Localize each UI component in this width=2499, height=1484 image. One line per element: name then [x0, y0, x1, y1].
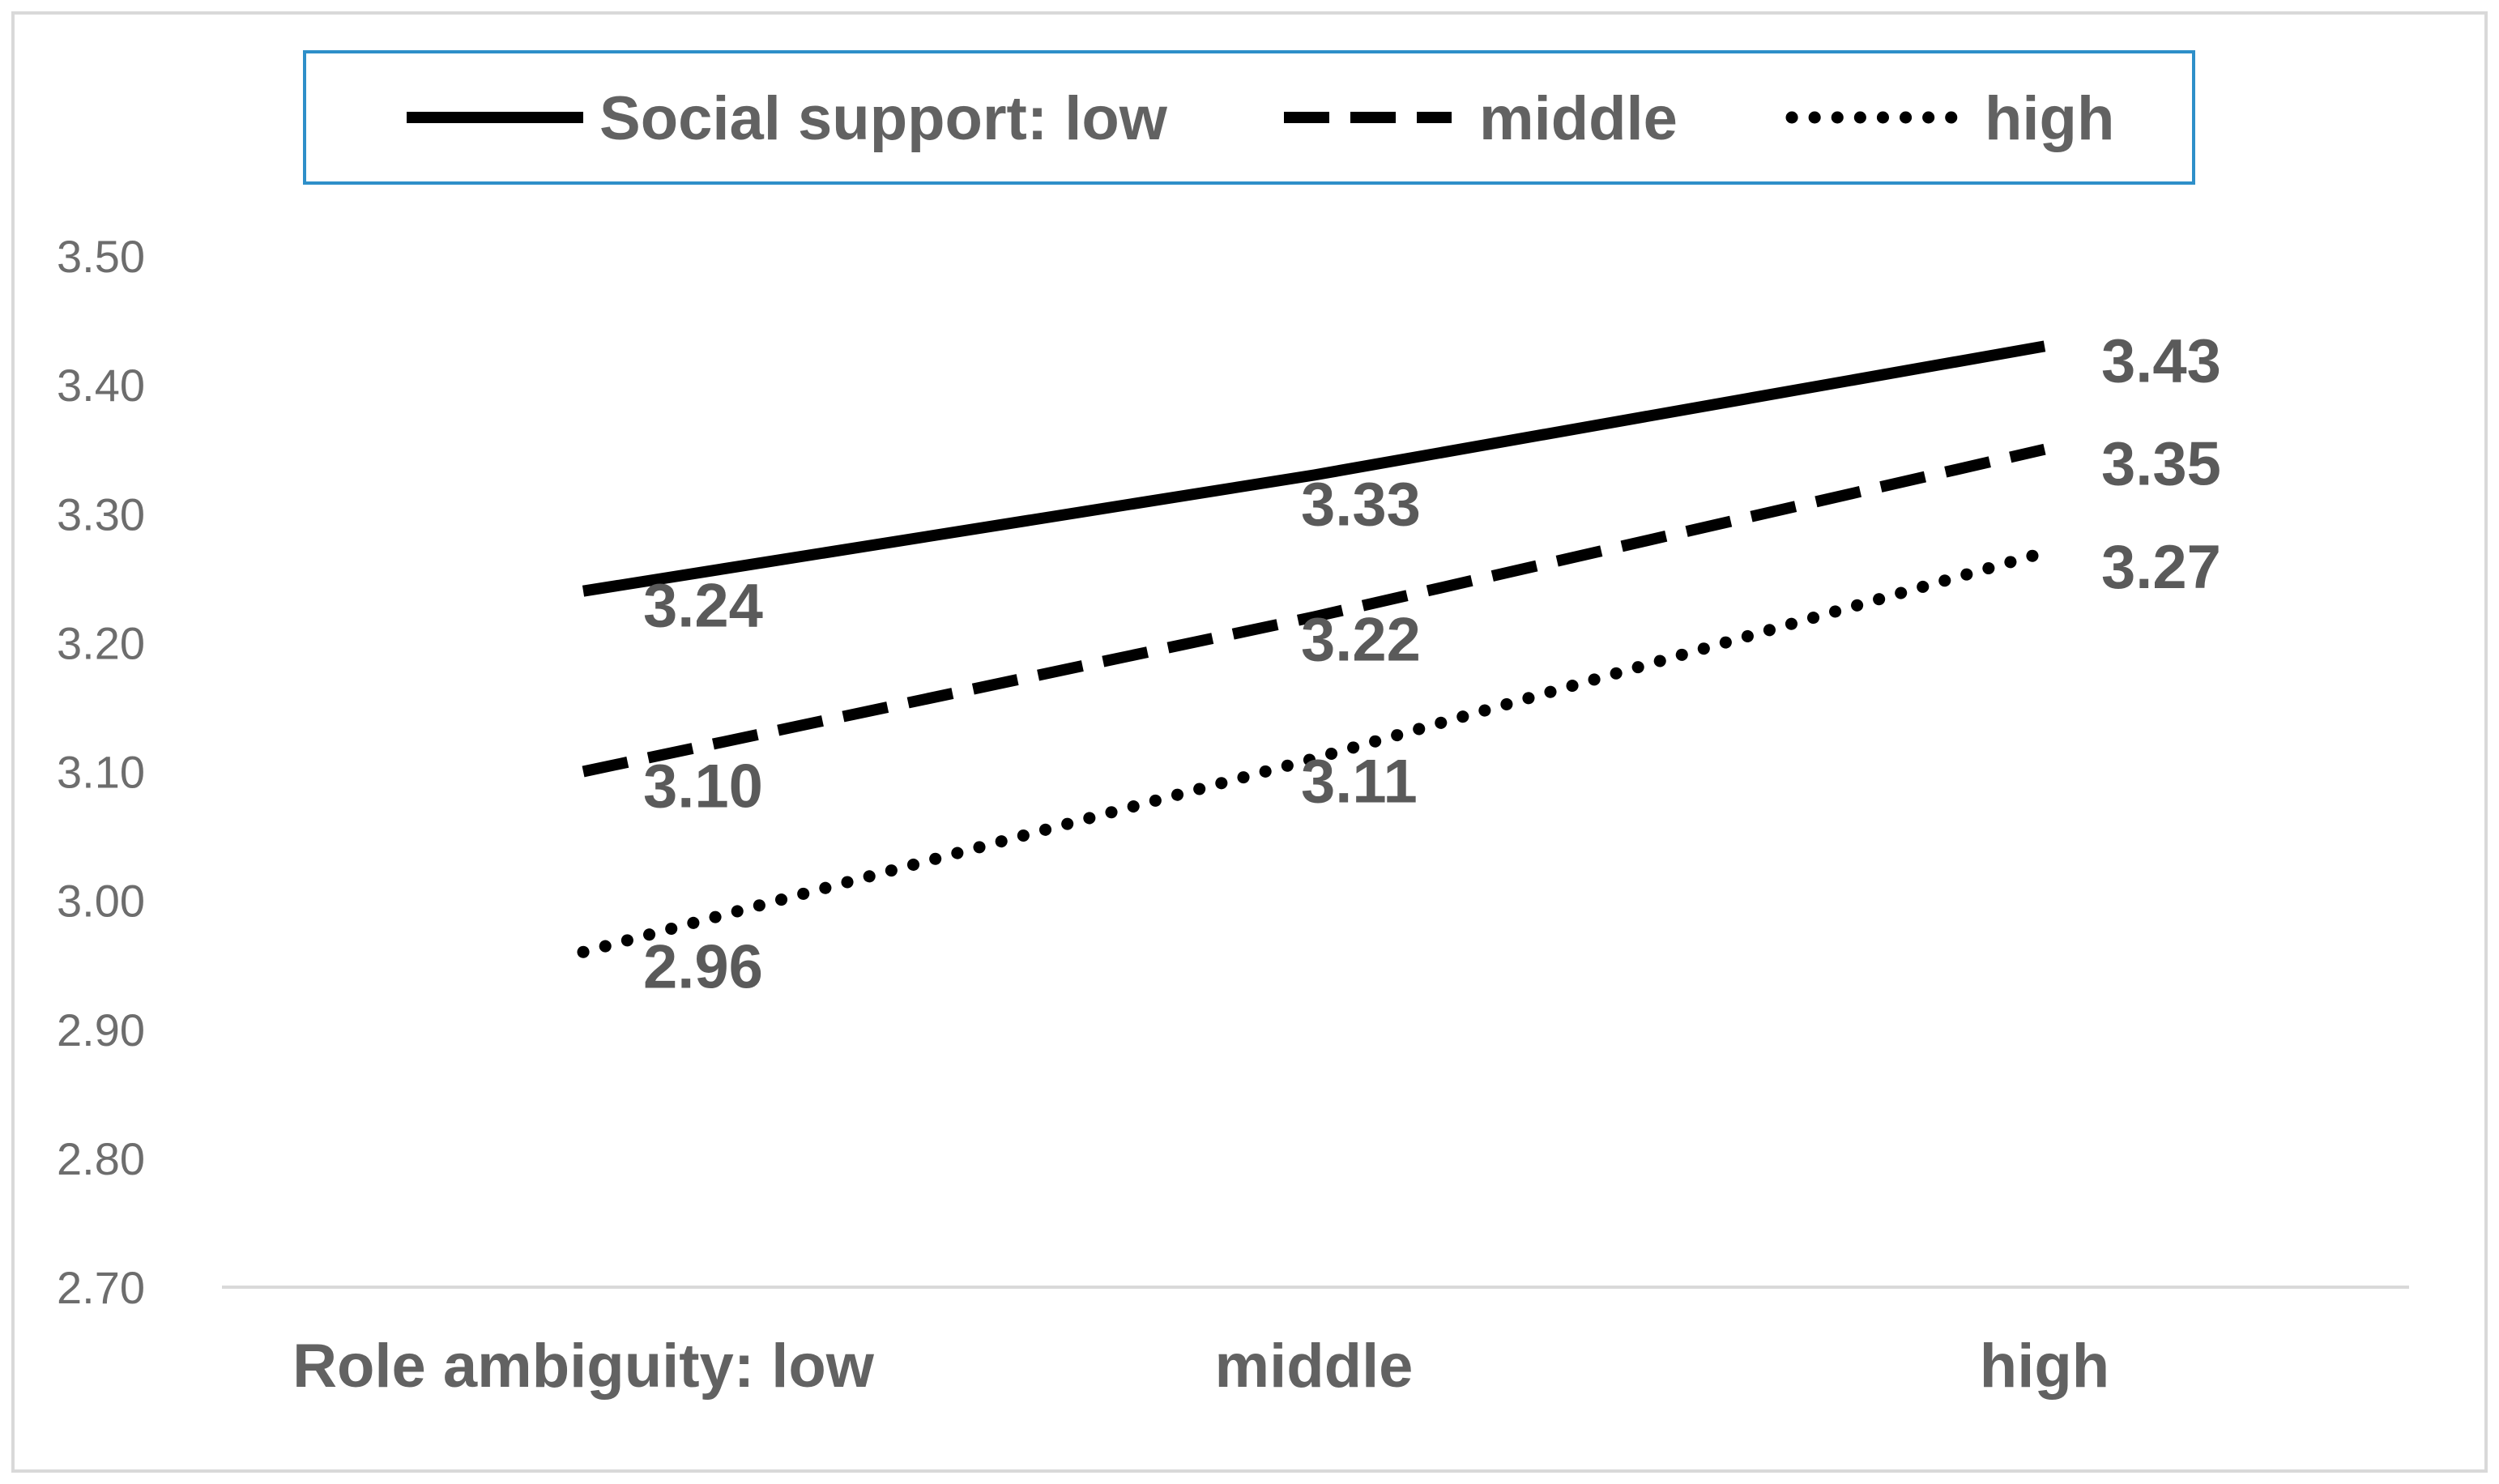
x-category-label: high: [1980, 1332, 2109, 1401]
legend-label: high: [1985, 84, 2114, 153]
y-tick-label: 2.80: [57, 1133, 145, 1184]
data-label: 3.33: [1301, 471, 1421, 539]
data-label: 3.43: [2101, 326, 2221, 395]
data-label: 3.10: [643, 753, 763, 821]
legend-label: middle: [1479, 84, 1678, 153]
data-label: 3.11: [1301, 748, 1418, 817]
y-tick-label: 3.40: [57, 360, 145, 411]
x-category-label: Role ambiguity: low: [292, 1332, 875, 1401]
y-tick-label: 3.00: [57, 876, 145, 927]
y-tick-label: 2.70: [57, 1262, 145, 1313]
series-line-solid: [582, 340, 2046, 597]
y-tick-label: 3.30: [57, 488, 145, 539]
data-label: 2.96: [643, 932, 763, 1001]
series-lines: [577, 340, 2051, 958]
series-line-dotted: [577, 546, 2051, 958]
x-axis-categories: Role ambiguity: low middle high: [292, 1332, 2109, 1401]
data-labels: 3.24 3.33 3.43 3.10 3.22 3.35 2.96 3.11 3.27: [643, 326, 2221, 1001]
legend-label: Social support: low: [599, 84, 1168, 153]
data-label: 3.22: [1301, 606, 1421, 675]
chart-frame: [11, 11, 2488, 1473]
data-label: 3.24: [643, 572, 763, 641]
y-tick-label: 2.90: [57, 1004, 145, 1055]
y-axis-ticks: 2.70 2.80 2.90 3.00 3.10 3.20 3.30 3.40 3.50: [57, 231, 145, 1313]
data-label: 3.27: [2101, 533, 2221, 602]
data-label: 3.35: [2101, 430, 2221, 499]
x-category-label: middle: [1215, 1332, 1414, 1401]
legend: Social support: low middle high: [303, 50, 2195, 185]
y-tick-label: 3.10: [57, 747, 145, 798]
series-line-dashed: [582, 443, 2046, 778]
y-tick-label: 3.50: [57, 231, 145, 282]
y-tick-label: 3.20: [57, 617, 145, 668]
